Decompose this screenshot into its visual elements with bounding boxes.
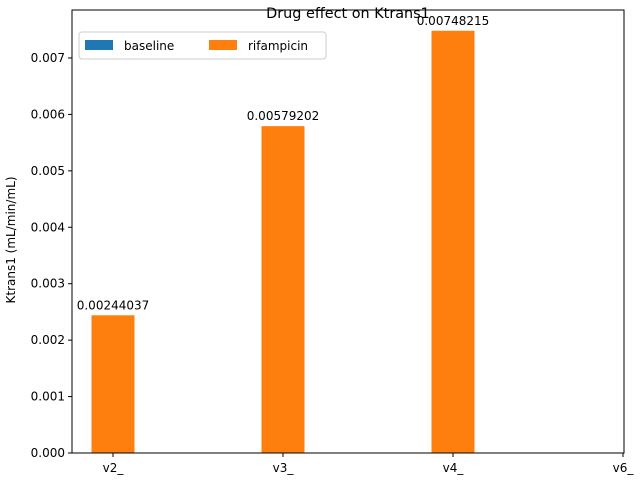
y-tick-label: 0.002: [31, 333, 65, 347]
legend: baseline rifampicin: [78, 31, 327, 60]
y-tick-label: 0.004: [31, 220, 65, 234]
data-labels-layer: 0.00244037 0.00579202 0.00748215: [77, 14, 490, 313]
data-label: 0.00748215: [417, 14, 490, 28]
y-tick-label: 0.005: [31, 164, 65, 178]
y-axis-label: Ktrans1 (mL/min/mL): [4, 177, 18, 304]
x-tick-label: v4_: [443, 461, 465, 475]
bar-rifampicin-v3_: [261, 126, 305, 453]
y-tick-label: 0.007: [31, 51, 65, 65]
bar-rifampicin-v4_: [431, 30, 475, 454]
legend-swatch-baseline: [85, 40, 113, 50]
legend-frame: [78, 31, 327, 60]
bars-layer: [91, 30, 475, 454]
data-label: 0.00579202: [247, 109, 320, 123]
x-axis: v2_ v3_ v4_ v6_: [103, 453, 635, 475]
x-tick-label: v2_: [103, 461, 125, 475]
y-tick-label: 0.003: [31, 277, 65, 291]
x-tick-label: v6_: [613, 461, 635, 475]
y-tick-label: 0.001: [31, 390, 65, 404]
legend-swatch-rifampicin: [209, 40, 237, 50]
x-tick-label: v3_: [273, 461, 295, 475]
legend-label-baseline: baseline: [124, 39, 174, 53]
y-axis: 0.000 0.001 0.002 0.003 0.004 0.005 0.006 0.007: [31, 51, 72, 460]
y-tick-label: 0.000: [31, 446, 65, 460]
y-tick-label: 0.006: [31, 107, 65, 121]
plot-frame: [71, 9, 625, 454]
legend-label-rifampicin: rifampicin: [248, 39, 308, 53]
data-label: 0.00244037: [77, 298, 150, 312]
chart-title: Drug effect on Ktrans1: [266, 6, 430, 22]
bar-rifampicin-v2_: [91, 315, 135, 453]
